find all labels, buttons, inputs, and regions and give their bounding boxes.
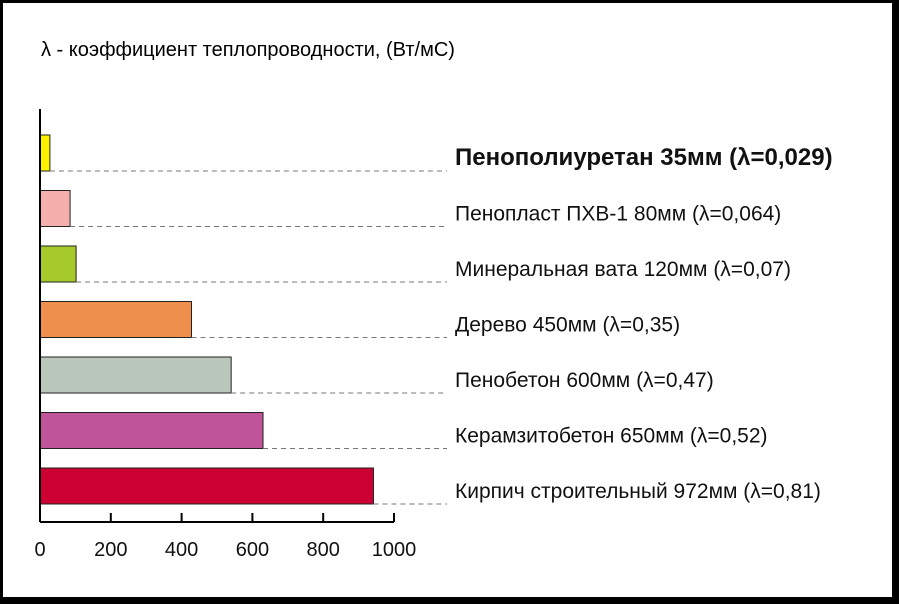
category-label: Пенополиуретан 35мм (λ=0,029): [455, 144, 833, 171]
x-tick-label: 800: [307, 539, 340, 561]
category-label: Пенопласт ПХВ-1 80мм (λ=0,064): [455, 203, 781, 226]
bar: [39, 245, 77, 283]
chart-frame: λ - коэффициент теплопроводности, (Вт/мС…: [3, 3, 892, 597]
x-tick-label: 200: [94, 539, 127, 561]
bar: [39, 301, 193, 338]
x-tick-label: 600: [236, 539, 269, 561]
bar: [39, 134, 51, 172]
x-tick-label: 0: [34, 539, 45, 561]
category-label: Дерево 450мм (λ=0,35): [455, 314, 680, 337]
chart-title: λ - коэффициент теплопроводности, (Вт/мС…: [41, 39, 455, 61]
chart-plot: Пенополиуретан 35мм (λ=0,029) Пенопласт П…: [34, 109, 833, 561]
bar: [39, 356, 232, 394]
category-label: Минеральная вата 120мм (λ=0,07): [455, 258, 791, 281]
bar: [39, 190, 71, 227]
category-label: Кирпич строительный 972мм (λ=0,81): [455, 480, 821, 503]
bar: [39, 467, 374, 505]
category-label: Пенобетон 600мм (λ=0,47): [455, 369, 714, 392]
bar: [39, 412, 264, 449]
x-tick-label: 1000: [372, 539, 417, 561]
x-tick-label: 400: [165, 539, 198, 561]
category-label: Керамзитобетон 650мм (λ=0,52): [455, 425, 768, 448]
